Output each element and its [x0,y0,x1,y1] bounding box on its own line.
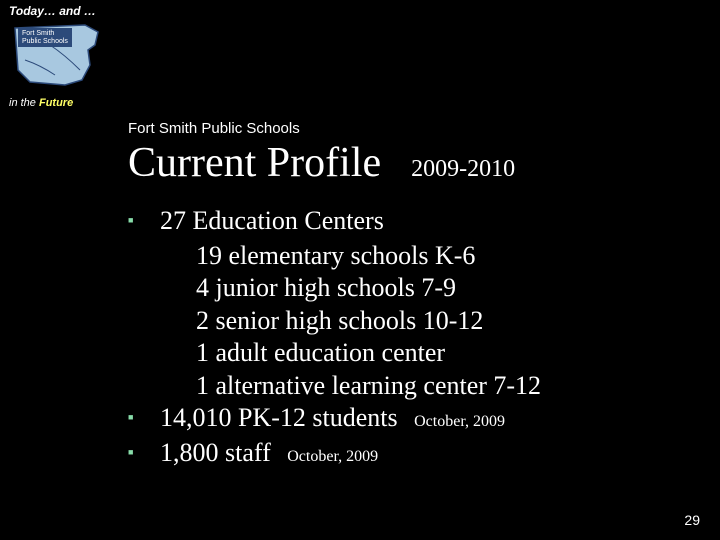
year-range: 2009-2010 [411,156,515,183]
slide-subtitle: Fort Smith Public Schools [128,120,708,137]
bullet-text: 1,800 staff [160,438,271,467]
district-line2: Public Schools [22,38,68,45]
sub-item: 4 junior high schools 7-9 [128,272,708,305]
district-line1: Fort Smith [22,30,54,37]
logo-area: Today… and … Fort Smith Public Schools i… [0,0,115,115]
bullet-note: October, 2009 [414,413,505,430]
bullet-list: 27 Education Centers 19 elementary schoo… [128,205,708,469]
page-number: 29 [684,512,700,528]
bullet-item: 14,010 PK-12 students October, 2009 [128,402,708,435]
bullet-text: 27 Education Centers [160,206,384,235]
bullet-note: October, 2009 [287,448,378,465]
title-row: Current Profile 2009-2010 [128,139,708,187]
bullet-item: 27 Education Centers [128,205,708,238]
slide-content: Fort Smith Public Schools Current Profil… [128,120,708,471]
future-banner: in the Future [5,95,77,111]
today-banner: Today… and … [5,2,100,20]
sub-item: 19 elementary schools K-6 [128,240,708,273]
district-label: Fort Smith Public Schools [18,28,72,47]
sub-item: 1 adult education center [128,337,708,370]
future-word: Future [39,97,73,109]
future-prefix: in the [9,97,39,109]
bullet-text: 14,010 PK-12 students [160,403,398,432]
sub-item: 1 alternative learning center 7-12 [128,370,708,403]
slide-title: Current Profile [128,139,381,187]
sub-item: 2 senior high schools 10-12 [128,305,708,338]
bullet-item: 1,800 staff October, 2009 [128,437,708,470]
